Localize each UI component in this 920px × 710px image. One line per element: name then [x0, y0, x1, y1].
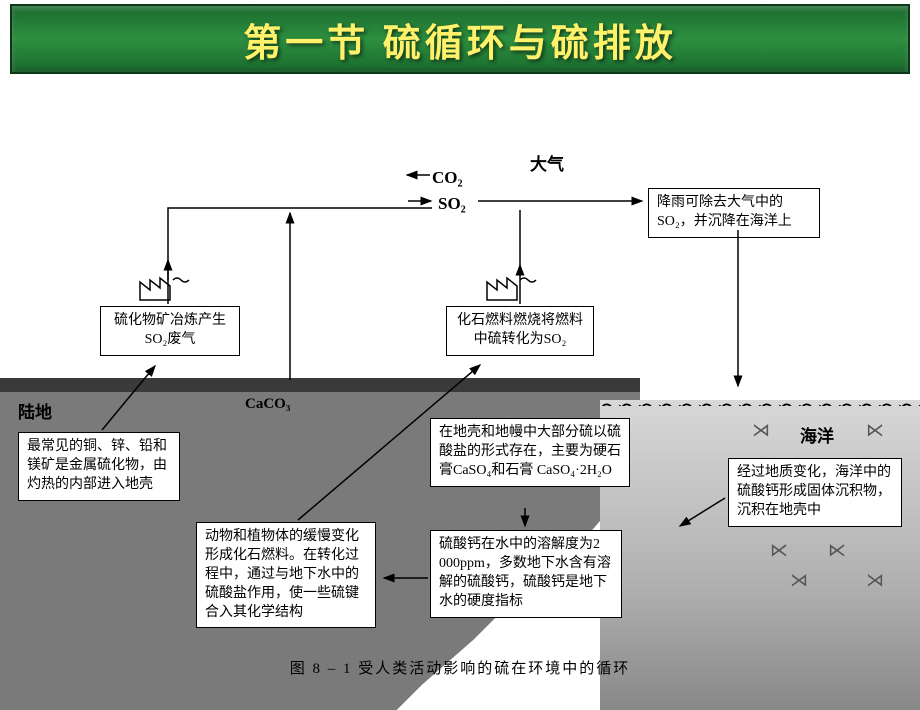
ocean-waves: 〜〜〜〜〜〜〜〜〜〜〜〜〜〜〜〜〜〜 [600, 390, 920, 406]
box-crust: 在地壳和地幔中大部分硫以硫酸盐的形式存在，主要为硬石膏CaSO₄和石膏 CaSO… [430, 418, 630, 487]
caco3-label: CaCO₃ [245, 396, 290, 413]
atmosphere-label: 大气 [530, 150, 564, 175]
factory-icon [135, 262, 195, 302]
title-bar: 第一节 硫循环与硫排放 [10, 4, 910, 74]
fish-icon: ⋉ [770, 540, 788, 561]
fish-icon: ⋉ [828, 540, 846, 561]
land-label: 陆地 [18, 398, 52, 423]
box-rain: 降雨可除去大气中的SO₂，并沉降在海洋上 [648, 188, 820, 238]
sulfur-cycle-diagram: 〜〜〜〜〜〜〜〜〜〜〜〜〜〜〜〜〜〜 大气 陆地 海洋 CaCO₃ CO₂ SO… [0, 80, 920, 690]
figure-caption: 图 8 – 1 受人类活动影响的硫在环境中的循环 [0, 657, 920, 678]
factory-icon [482, 262, 542, 302]
fish-icon: ⋊ [866, 570, 884, 591]
fish-icon: ⋊ [752, 420, 770, 441]
co2-label: CO₂ [432, 168, 463, 188]
so2-label: SO₂ [438, 194, 466, 214]
box-solubility: 硫酸钙在水中的溶解度为2 000ppm，多数地下水含有溶解的硫酸钙，硫酸钙是地下… [430, 530, 622, 618]
ocean-label: 海洋 [800, 422, 834, 447]
page-title: 第一节 硫循环与硫排放 [243, 12, 677, 67]
box-marine: 经过地质变化，海洋中的硫酸钙形成固体沉积物，沉积在地壳中 [728, 458, 902, 527]
fish-icon: ⋉ [866, 420, 884, 441]
fish-icon: ⋊ [790, 570, 808, 591]
box-fossil: 化石燃料燃烧将燃料中硫转化为SO₂ [446, 306, 594, 356]
land-surface [0, 378, 640, 392]
box-metals: 最常见的铜、锌、铅和镁矿是金属硫化物，由灼热的内部进入地壳 [18, 432, 180, 501]
box-smelting: 硫化物矿冶炼产生 SO₂废气 [100, 306, 240, 356]
box-organic: 动物和植物体的缓慢变化形成化石燃料。在转化过程中，通过与地下水中的硫酸盐作用，使… [196, 522, 376, 628]
